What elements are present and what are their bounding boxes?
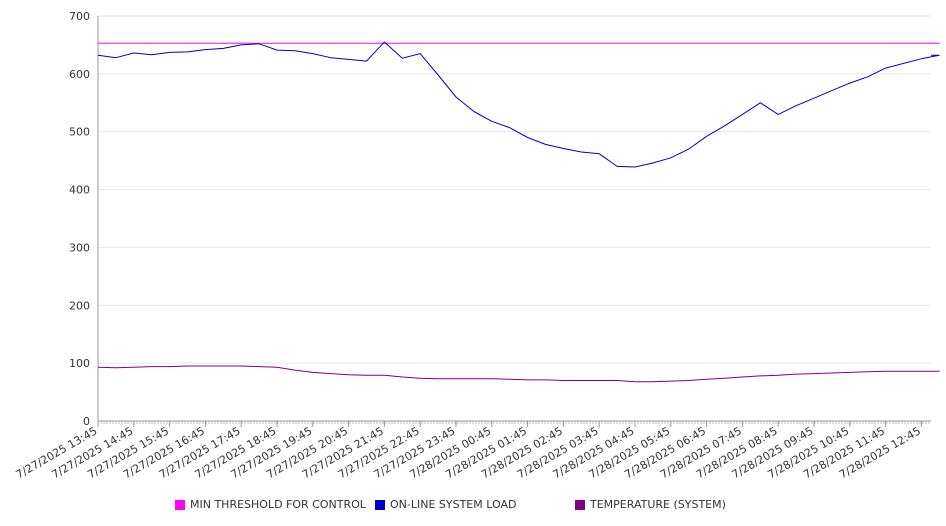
- y-tick-label: 500: [69, 126, 90, 139]
- legend-swatch-system-load: [375, 499, 385, 510]
- legend-item-min-threshold[interactable]: MIN THRESHOLD FOR CONTROL: [175, 498, 366, 511]
- legend-swatch-min-threshold: [175, 499, 185, 510]
- gridlines: [98, 15, 931, 364]
- temperature-line: [97, 365, 940, 383]
- legend-swatch-temperature: [575, 499, 585, 510]
- y-axis-ticks: 0 100 200 300 400 500 600 700: [69, 10, 90, 428]
- chart-legend: MIN THRESHOLD FOR CONTROL ON-LINE SYSTEM…: [0, 498, 946, 516]
- axes: [97, 16, 931, 424]
- system-load-line: [97, 41, 940, 168]
- legend-item-temperature[interactable]: TEMPERATURE (SYSTEM): [575, 498, 726, 511]
- x-axis-ticks: 7/27/2025 13:457/27/2025 14:457/27/2025 …: [14, 421, 923, 481]
- series-lines: [97, 41, 940, 383]
- y-tick-label: 0: [83, 415, 90, 428]
- legend-label-temperature: TEMPERATURE (SYSTEM): [590, 498, 726, 511]
- y-tick-label: 200: [69, 299, 90, 312]
- y-tick-label: 700: [69, 10, 90, 23]
- y-tick-label: 400: [69, 184, 90, 197]
- y-tick-label: 100: [69, 357, 90, 370]
- legend-item-system-load[interactable]: ON-LINE SYSTEM LOAD: [375, 498, 516, 511]
- y-tick-label: 600: [69, 68, 90, 81]
- y-tick-label: 300: [69, 241, 90, 254]
- legend-label-min-threshold: MIN THRESHOLD FOR CONTROL: [190, 498, 366, 511]
- legend-label-system-load: ON-LINE SYSTEM LOAD: [390, 498, 517, 511]
